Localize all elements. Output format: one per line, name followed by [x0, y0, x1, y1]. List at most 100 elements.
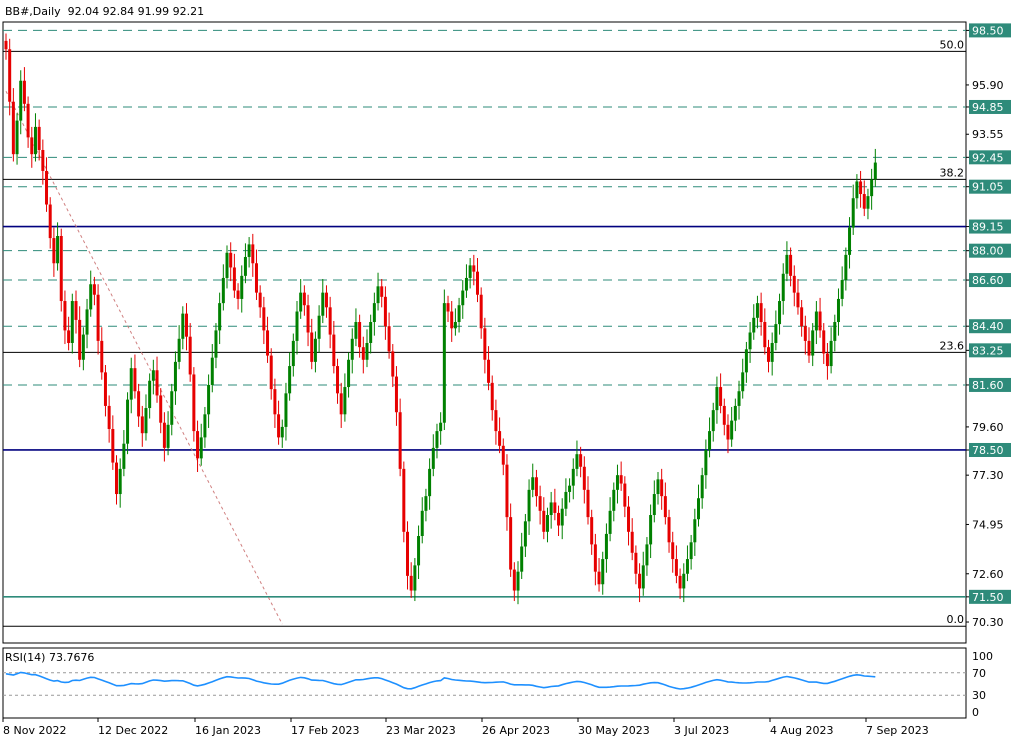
- candle-body: [512, 569, 516, 591]
- time-tick-label: 12 Dec 2022: [98, 724, 168, 737]
- candle-body: [394, 376, 398, 413]
- candle-body: [560, 508, 564, 526]
- price-tick-label: 84.40: [972, 320, 1004, 333]
- candle-body: [118, 468, 122, 495]
- trendline: [5, 91, 283, 625]
- candle-body: [700, 475, 704, 499]
- price-tick-label: 70.30: [972, 616, 1004, 629]
- candle-body: [56, 235, 60, 264]
- candle-body: [656, 479, 660, 495]
- candle-body: [796, 292, 800, 308]
- candle-body: [564, 491, 568, 509]
- candle-body: [472, 265, 476, 272]
- candle-body: [177, 338, 181, 362]
- candle-body: [406, 531, 410, 576]
- candle-body: [188, 336, 192, 375]
- candle-body: [302, 292, 306, 306]
- candle-body: [597, 571, 601, 585]
- candle-body: [811, 330, 815, 356]
- candle-body: [59, 235, 63, 302]
- candle-body: [836, 298, 840, 323]
- candle-body: [247, 244, 251, 257]
- candle-body: [310, 332, 314, 362]
- candle-body: [630, 531, 634, 553]
- candle-body: [133, 368, 137, 392]
- candle-body: [258, 292, 262, 308]
- price-label-box: [969, 343, 1011, 358]
- price-label-box: [969, 319, 1011, 334]
- candle-body: [531, 477, 535, 490]
- candle-body: [870, 179, 874, 197]
- candle-body: [431, 447, 435, 469]
- candle-body: [505, 464, 509, 518]
- candle-body: [170, 391, 174, 425]
- candle-body: [542, 510, 546, 532]
- candle-body: [634, 552, 638, 574]
- candle-body: [590, 517, 594, 545]
- candle-body: [273, 389, 277, 415]
- candle-body: [313, 338, 317, 362]
- candle-body: [332, 334, 336, 367]
- candle-body: [593, 544, 597, 572]
- candle-body: [63, 301, 67, 331]
- candle-body: [446, 303, 450, 312]
- time-tick-label: 30 May 2023: [578, 724, 650, 737]
- candle-body: [844, 254, 848, 281]
- candle-body: [840, 280, 844, 299]
- candle-body: [391, 351, 395, 377]
- candle-body: [159, 395, 163, 423]
- candle-body: [299, 292, 303, 312]
- candle-body: [586, 489, 590, 518]
- candle-body: [236, 290, 240, 299]
- candle-body: [490, 382, 494, 411]
- price-tick-label: 92.45: [972, 151, 1004, 164]
- candle-body: [409, 575, 413, 591]
- candle-body: [214, 330, 218, 358]
- time-tick-label: 26 Apr 2023: [482, 724, 550, 737]
- price-tick-label: 86.60: [972, 274, 1004, 287]
- candle-body: [398, 412, 402, 469]
- candle-body: [582, 466, 586, 490]
- candle-body: [229, 252, 233, 268]
- candle-body: [789, 254, 793, 276]
- time-tick-label: 17 Feb 2023: [291, 724, 359, 737]
- candle-body: [155, 370, 159, 396]
- candle-body: [759, 303, 763, 323]
- price-tick-label: 98.50: [972, 24, 1004, 37]
- price-label-box: [969, 273, 1011, 288]
- candle-body: [383, 296, 387, 327]
- candle-body: [715, 387, 719, 411]
- candle-body: [196, 431, 200, 459]
- candle-body: [557, 512, 561, 526]
- time-tick-label: 23 Mar 2023: [386, 724, 456, 737]
- price-tick-label: 79.60: [972, 421, 1004, 434]
- candle-body: [269, 355, 273, 390]
- candle-body: [306, 305, 310, 333]
- candle-body: [450, 311, 454, 329]
- candle-body: [369, 322, 373, 343]
- candle-body: [428, 468, 432, 497]
- time-tick-label: 4 Aug 2023: [770, 724, 833, 737]
- rsi-tick-label: 0: [972, 706, 979, 719]
- candle-body: [317, 315, 321, 339]
- price-tick-label: 95.90: [972, 79, 1004, 92]
- candle-body: [232, 267, 236, 291]
- price-label-box: [969, 589, 1011, 604]
- price-tick-label: 78.50: [972, 444, 1004, 457]
- candle-body: [417, 536, 421, 566]
- candle-body: [144, 408, 148, 434]
- candle-body: [689, 542, 693, 560]
- candle-body: [778, 301, 782, 325]
- price-tick-label: 89.15: [972, 221, 1004, 234]
- rsi-line: [5, 671, 876, 690]
- candle-body: [30, 137, 34, 155]
- candle-body: [365, 342, 369, 360]
- candle-body: [280, 426, 284, 438]
- candle-body: [671, 542, 675, 560]
- price-label-box: [969, 99, 1011, 114]
- candle-body: [140, 416, 144, 434]
- price-tick-label: 81.60: [972, 379, 1004, 392]
- candle-body: [67, 330, 71, 343]
- candle-body: [148, 380, 152, 409]
